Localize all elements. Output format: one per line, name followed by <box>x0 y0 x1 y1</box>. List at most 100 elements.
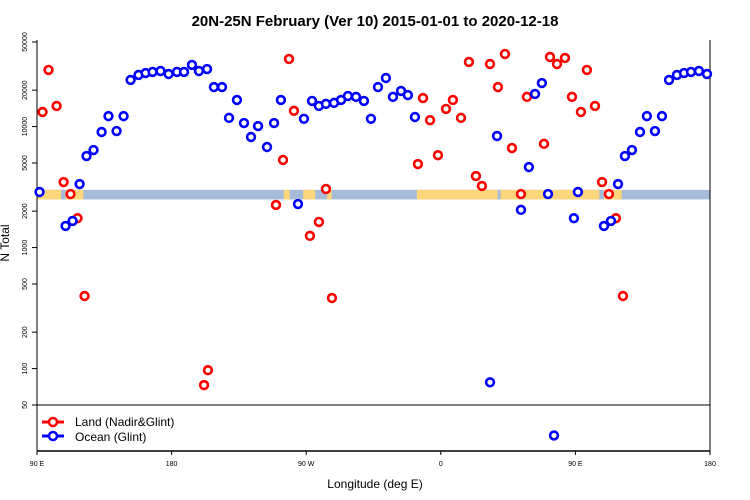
ocean-point <box>261 141 273 153</box>
ocean-point <box>74 178 85 190</box>
ocean-point <box>605 215 617 227</box>
land-point <box>440 103 452 115</box>
ocean-point <box>298 113 310 124</box>
data-points <box>34 48 713 441</box>
axes: 50 100 200 500 1000 2000 5000 10000 20000 50000 90… <box>22 32 716 468</box>
land-band-segment <box>283 189 290 200</box>
ocean-point <box>34 186 45 198</box>
x-tick-label: 90 W <box>298 461 315 468</box>
x-tick-label: 180 <box>704 461 716 468</box>
land-point <box>455 112 467 124</box>
chart-title: 20N-25N February (Ver 10) 2015-01-01 to … <box>192 13 559 30</box>
x-tick-label: 0 <box>439 461 443 468</box>
ocean-point <box>216 81 228 93</box>
land-point <box>559 52 571 64</box>
land-point <box>463 56 475 68</box>
y-tick-label: 100 <box>22 363 29 375</box>
y-tick-label: 50000 <box>22 32 29 52</box>
ocean-point <box>663 74 675 86</box>
land-band-segment <box>327 189 332 200</box>
ocean-point <box>163 68 174 80</box>
ocean-point <box>111 125 122 137</box>
ocean-point <box>656 110 668 122</box>
ocean-point <box>245 131 257 143</box>
legend-land-marker <box>47 416 59 428</box>
x-axis-label: Longitude (deg E) <box>327 477 422 491</box>
land-point <box>544 51 556 63</box>
y-tick-label: 1000 <box>22 240 29 256</box>
land-point <box>412 158 424 170</box>
y-tick-label: 50 <box>22 401 29 409</box>
ocean-point <box>365 113 377 124</box>
ocean-point <box>572 186 584 198</box>
y-tick-label: 10000 <box>22 117 29 137</box>
ocean-point <box>372 81 384 93</box>
ocean-point <box>125 74 136 86</box>
ocean-point <box>147 66 158 78</box>
land-band-segment <box>500 189 521 200</box>
land-point <box>65 188 76 200</box>
land-band-segment <box>303 189 316 200</box>
land-point <box>58 176 69 188</box>
ocean-point <box>208 81 220 93</box>
land-point <box>202 364 214 376</box>
x-tick-label: 90 E <box>30 461 45 468</box>
land-band-segment <box>37 189 61 200</box>
ocean-point <box>612 178 624 190</box>
land-point <box>313 216 325 228</box>
ocean-point <box>103 110 114 122</box>
land-band-segment <box>416 189 498 200</box>
land-point <box>538 138 550 150</box>
ocean-point <box>484 377 496 388</box>
ocean-point <box>409 111 421 123</box>
land-point <box>51 100 62 112</box>
ocean-point <box>685 66 697 78</box>
ocean-point <box>693 65 705 77</box>
land-band-segment <box>524 189 600 200</box>
ocean-point <box>238 117 250 129</box>
ocean-point <box>491 130 503 142</box>
land-point <box>43 64 54 76</box>
land-point <box>515 188 527 200</box>
land-point <box>304 230 316 242</box>
ocean-point <box>515 204 527 216</box>
land-point <box>617 290 629 302</box>
land-point <box>270 199 282 211</box>
legend-land-label: Land (Nadir&Glint) <box>75 415 174 429</box>
ocean-point <box>193 65 205 77</box>
land-point <box>447 94 459 106</box>
land-point <box>603 188 615 200</box>
y-axis-label: N Total <box>0 224 12 261</box>
land-point <box>596 176 608 188</box>
land-point <box>320 183 332 195</box>
land-point <box>37 106 48 118</box>
x-tick-label: 180 <box>166 461 178 468</box>
ocean-band <box>37 189 710 200</box>
ocean-point <box>275 94 287 106</box>
ocean-point <box>201 63 213 75</box>
y-tick-label: 500 <box>22 278 29 290</box>
ocean-point <box>402 89 414 101</box>
legend-ocean-label: Ocean (Glint) <box>75 430 146 444</box>
ocean-point <box>292 198 304 210</box>
y-tick-label: 200 <box>22 326 29 338</box>
ocean-point <box>342 90 354 102</box>
ocean-point <box>268 117 280 129</box>
land-point <box>283 53 295 65</box>
ocean-point <box>320 98 332 110</box>
ocean-point <box>641 110 653 122</box>
ocean-point <box>358 95 370 107</box>
land-point <box>521 91 533 103</box>
ocean-point <box>306 95 318 107</box>
land-point <box>417 92 429 104</box>
y-tick-label: 2000 <box>22 203 29 219</box>
land-point <box>581 64 593 76</box>
ocean-point <box>598 220 610 232</box>
land-point <box>79 290 90 302</box>
land-point <box>470 170 482 182</box>
ocean-point <box>155 65 166 77</box>
ocean-point <box>60 220 71 232</box>
ocean-point <box>536 77 548 89</box>
land-point <box>484 58 496 70</box>
